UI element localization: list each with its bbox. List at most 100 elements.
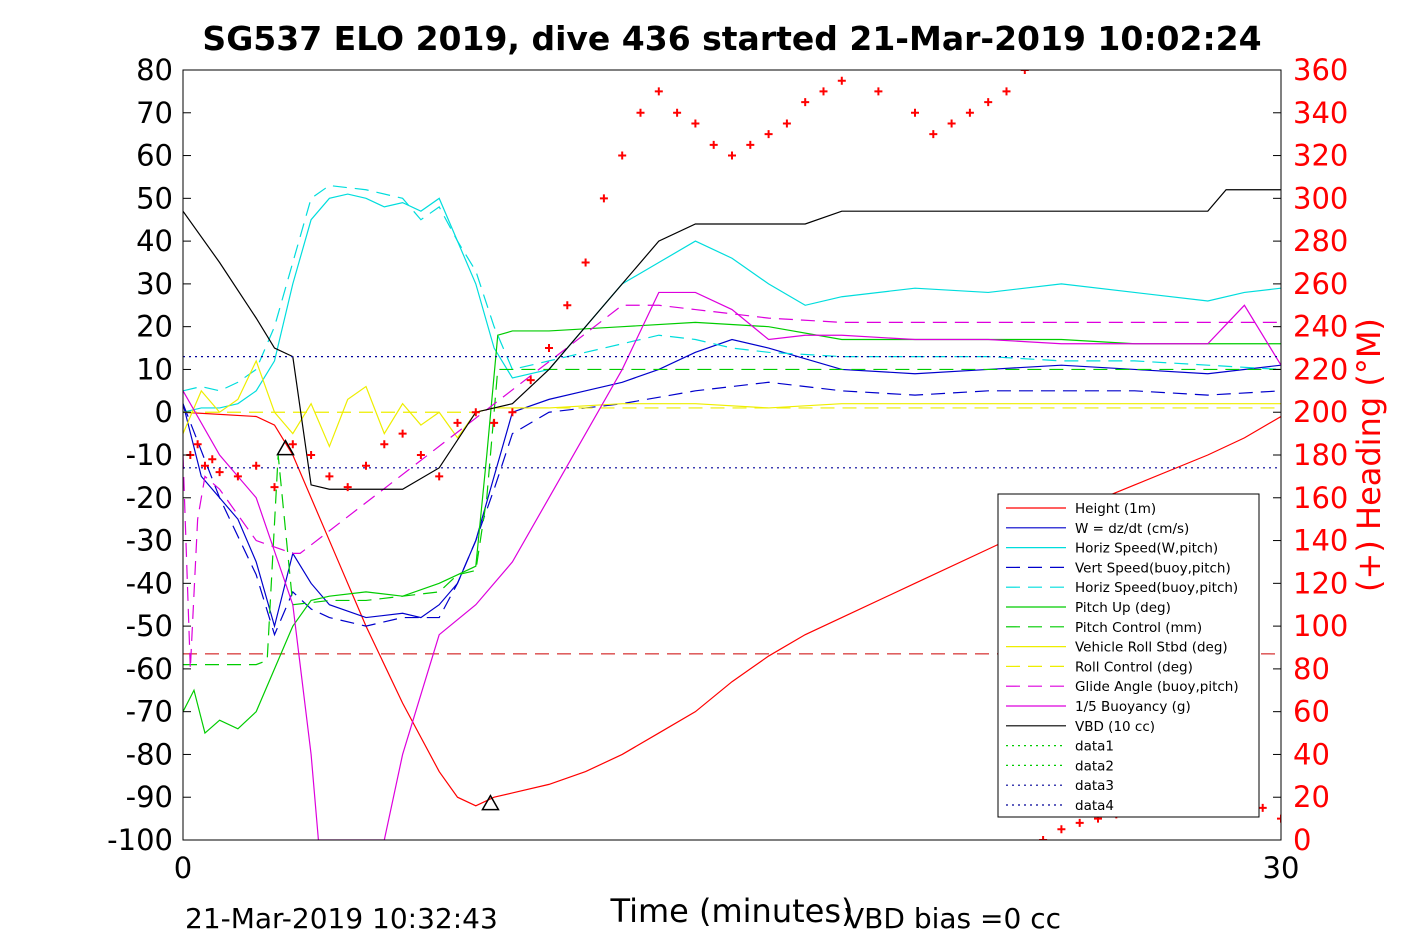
left-tick-label: 70: [136, 96, 173, 130]
series-line-9: [183, 407, 1281, 413]
heading-point: [837, 76, 846, 85]
end-timestamp: 21-Mar-2019 10:32:43: [185, 902, 498, 935]
left-tick-label: 10: [136, 352, 173, 386]
heading-point: [270, 483, 279, 492]
heading-point: [1277, 814, 1281, 823]
right-tick-label: 120: [1293, 566, 1348, 600]
heading-point: [471, 408, 480, 417]
right-tick-label: 340: [1293, 96, 1348, 130]
heading-point: [654, 87, 663, 96]
heading-point: [545, 344, 553, 353]
heading-point: [416, 451, 425, 459]
legend-label: 1/5 Buoyancy (g): [1075, 699, 1191, 715]
right-tick-label: 220: [1293, 352, 1348, 386]
heading-point: [965, 108, 974, 117]
right-tick-label: 260: [1293, 267, 1348, 301]
right-tick-label: 0: [1293, 823, 1311, 857]
heading-point: [563, 301, 572, 310]
left-tick-label: 20: [136, 310, 173, 344]
heading-point: [453, 418, 462, 427]
heading-point: [215, 468, 224, 477]
heading-point: [233, 472, 242, 481]
series-line-8: [183, 359, 1281, 449]
heading-point: [1039, 836, 1048, 840]
left-tick-label: -70: [126, 695, 173, 729]
right-tick-label: 20: [1293, 780, 1330, 814]
chart-title: SG537 ELO 2019, dive 436 started 21-Mar-…: [202, 19, 1261, 58]
heading-point: [490, 418, 499, 427]
heading-point: [636, 108, 645, 117]
right-tick-label: 80: [1293, 652, 1330, 686]
heading-point: [307, 451, 316, 459]
heading-point: [673, 108, 682, 117]
heading-point: [984, 98, 993, 107]
legend: Height (1m) W = dz/dt (cm/s) Horiz Speed(W…: [997, 493, 1260, 818]
heading-point: [325, 472, 334, 481]
x-axis-label: Time (minutes): [610, 892, 854, 930]
heading-point: [1258, 803, 1267, 812]
heading-point: [618, 151, 627, 160]
heading-point: [1002, 87, 1011, 96]
series-line-12: [183, 189, 1281, 490]
left-tick-label: 30: [136, 267, 173, 301]
heading-point: [911, 108, 919, 117]
right-axis-label: (+) Heading (°M): [1350, 318, 1388, 592]
left-tick-label: 0: [155, 395, 173, 429]
legend-label: data4: [1075, 798, 1114, 814]
heading-point: [599, 194, 608, 203]
right-tick-label: 100: [1293, 609, 1348, 643]
legend-label: Pitch Up (deg): [1075, 600, 1171, 616]
legend-label: Vert Speed(buoy,pitch): [1075, 560, 1231, 576]
left-tick-label: -100: [107, 823, 173, 857]
left-tick-label: -80: [126, 737, 173, 771]
left-tick-label: -30: [126, 524, 173, 558]
legend-label: W = dz/dt (cm/s): [1075, 521, 1189, 537]
heading-point: [746, 140, 755, 149]
right-tick-label: 360: [1293, 53, 1348, 87]
series-line-7: [183, 368, 1281, 666]
right-tick-label: 320: [1293, 139, 1348, 173]
heading-point: [764, 130, 773, 139]
legend-label: Height (1m): [1075, 501, 1156, 517]
heading-point: [288, 440, 297, 449]
heading-point: [1057, 825, 1066, 834]
legend-label: Vehicle Roll Stbd (deg): [1075, 640, 1228, 656]
heading-point: [929, 130, 938, 139]
series-line-4: [183, 381, 1281, 637]
left-tick-label: -60: [126, 652, 173, 686]
heading-point: [819, 87, 828, 96]
left-tick-label: -20: [126, 481, 173, 515]
right-tick-label: 160: [1293, 481, 1348, 515]
left-tick-label: 80: [136, 53, 173, 87]
heading-point: [728, 151, 736, 160]
legend-label: Horiz Speed(W,pitch): [1075, 541, 1218, 557]
left-tick-label: -40: [126, 566, 173, 600]
series-line-10: [183, 304, 1281, 669]
right-tick-label: 200: [1293, 395, 1348, 429]
heading-point: [1020, 70, 1029, 74]
heading-point: [874, 87, 883, 96]
heading-point: [435, 472, 444, 481]
heading-point: [200, 461, 209, 470]
vbd-bias-note: VBD bias =0 cc: [845, 902, 1061, 935]
series-line-11: [183, 291, 1281, 840]
left-tick-label: -50: [126, 609, 173, 643]
right-tick-label: 60: [1293, 695, 1330, 729]
heading-point: [508, 408, 517, 417]
legend-label: data1: [1075, 739, 1114, 755]
right-tick-label: 280: [1293, 224, 1348, 258]
legend-label: Glide Angle (buoy,pitch): [1075, 679, 1239, 695]
legend-label: Pitch Control (mm): [1075, 620, 1202, 636]
triangle-marker-2: [481, 794, 500, 811]
heading-point: [252, 461, 261, 470]
right-axis: 3603403203002802602402202001801601401201…: [1273, 53, 1348, 857]
left-tick-label: 50: [136, 181, 173, 215]
heading-point: [343, 483, 352, 492]
heading-point: [691, 119, 700, 128]
heading-point: [801, 98, 810, 107]
heading-point: [947, 119, 956, 128]
heading-point: [362, 461, 370, 470]
heading-point: [782, 119, 791, 128]
heading-point: [193, 440, 202, 449]
